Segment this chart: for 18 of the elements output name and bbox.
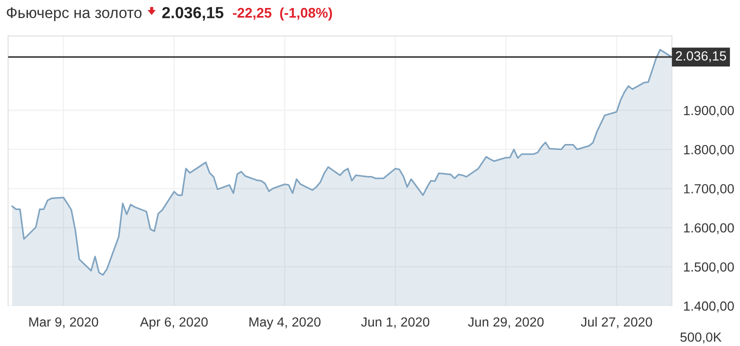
y-tick-label: 1.600,00 [684, 223, 734, 234]
chart-title: Фьючерс на золото [6, 7, 142, 22]
x-tick-label: Jul 27, 2020 [580, 316, 652, 328]
text: -22,25 [232, 8, 272, 20]
x-tick-label: Jun 29, 2020 [468, 317, 544, 328]
text: 500,0K [680, 332, 722, 344]
y-tick-label: 1.400,00 [684, 301, 734, 312]
x-tick-label: Mar 9, 2020 [29, 317, 98, 328]
y-tick-label: 1.700,00 [684, 184, 734, 195]
y-tick-label: 1.900,00 [684, 106, 734, 117]
chart-subtitle: 2.036,15 [162, 6, 224, 21]
x-tick-label: Apr 6, 2020 [140, 317, 208, 330]
x-tick-label: Jun 1, 2020 [361, 317, 430, 328]
y-tick-label: 1.500,00 [684, 262, 734, 274]
text: (-1,08%) [280, 8, 332, 20]
ref-line-label: 2.036,15 [676, 51, 726, 62]
x-tick-label: May 4, 2020 [249, 317, 321, 330]
y-tick-label: 1.800,00 [684, 144, 734, 156]
